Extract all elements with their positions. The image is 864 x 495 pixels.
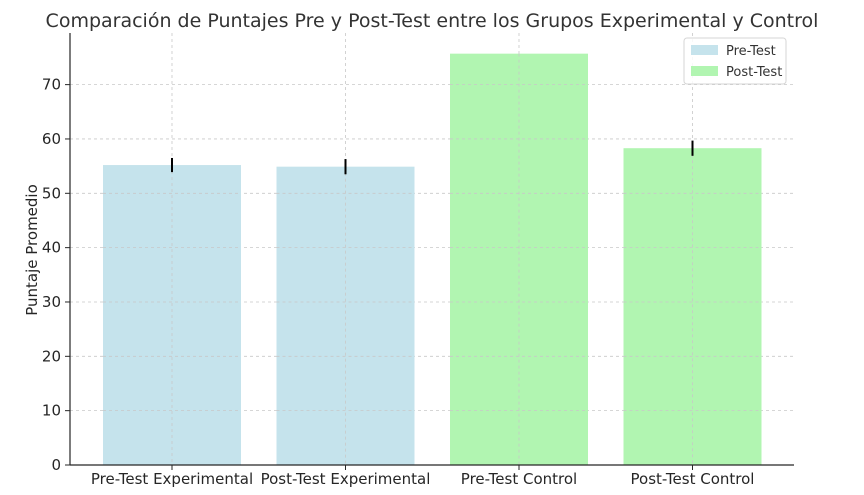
axes xyxy=(69,33,794,466)
y-tick-label: 50 xyxy=(42,184,61,202)
legend-label-post-test: Post-Test xyxy=(726,65,782,80)
y-axis-label: Puntaje Promedio xyxy=(23,184,41,316)
tick-labels: 0 10 20 30 40 50 60 70 Pre-Test Experimental Post… xyxy=(42,76,755,488)
y-tick-label: 10 xyxy=(42,402,61,420)
bars xyxy=(103,53,762,466)
x-tick-label: Pre-Test Experimental xyxy=(91,470,253,488)
y-tick-label: 40 xyxy=(42,239,61,257)
y-tick-label: 0 xyxy=(51,456,61,474)
y-tick-label: 60 xyxy=(42,130,61,148)
legend-label-pre-test: Pre-Test xyxy=(726,44,776,59)
legend-swatch-pre-test xyxy=(691,45,718,55)
y-tick-label: 20 xyxy=(42,347,61,365)
legend-swatch-post-test xyxy=(691,66,718,76)
legend: Pre-Test Post-Test xyxy=(683,37,787,85)
x-tick-label: Post-Test Control xyxy=(631,470,755,488)
x-tick-label: Post-Test Experimental xyxy=(261,470,431,488)
chart-title: Comparación de Puntajes Pre y Post-Test … xyxy=(46,10,819,32)
y-tick-label: 30 xyxy=(42,293,61,311)
x-tick-label: Pre-Test Control xyxy=(461,470,577,488)
y-tick-label: 70 xyxy=(42,76,61,94)
